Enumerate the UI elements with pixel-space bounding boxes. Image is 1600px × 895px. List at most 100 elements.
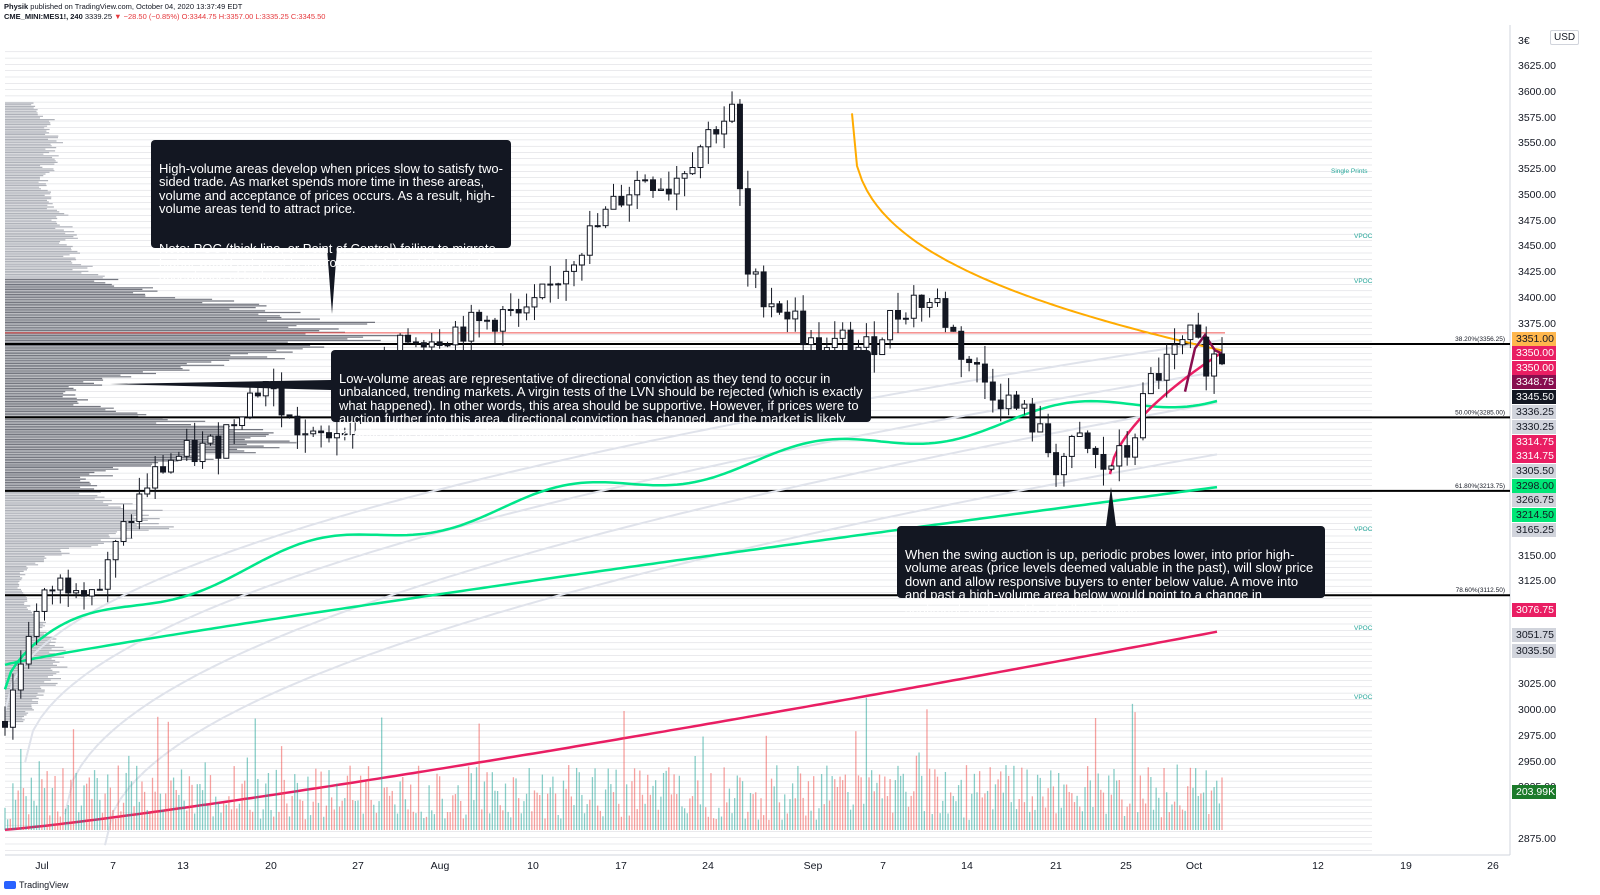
price-label: 3336.25 [1512, 405, 1556, 419]
vpoc-annotation: VPOC [1354, 625, 1373, 632]
candle-body [476, 311, 483, 322]
time-axis-tick: 26 [1487, 860, 1499, 872]
candle-body [981, 363, 988, 383]
price-label: 3165.25 [1512, 523, 1556, 537]
candle [744, 170, 751, 287]
candle-body [657, 188, 664, 191]
candle [1092, 446, 1099, 469]
candle [160, 454, 167, 474]
candle [618, 184, 625, 208]
price-label: 3314.75 [1512, 435, 1556, 449]
candle [1171, 328, 1178, 370]
candle-body [555, 283, 562, 286]
candle [831, 321, 838, 356]
candle-body [420, 342, 427, 348]
candle-body [831, 337, 838, 349]
time-axis-tick: 21 [1050, 860, 1062, 872]
candle-body [302, 433, 309, 436]
vpoc-annotation: Single Prints [1331, 168, 1368, 175]
candle-body [1203, 336, 1210, 377]
candle [1187, 324, 1194, 349]
candle-body [626, 194, 633, 206]
candle [41, 587, 48, 621]
price-label: 3350.00 [1512, 346, 1556, 360]
candle-body [578, 254, 585, 266]
candle-body [926, 302, 933, 308]
candle-body [405, 334, 412, 343]
candle [539, 283, 546, 300]
price-axis-tick: 3150.00 [1518, 549, 1556, 562]
candle-body [160, 466, 167, 473]
candle-body [871, 336, 878, 356]
candle-body [507, 308, 514, 311]
candle [642, 174, 649, 183]
candle [887, 309, 894, 349]
candle-body [239, 416, 246, 427]
candle [784, 300, 791, 333]
candle-body [128, 520, 135, 523]
candle [436, 329, 443, 349]
price-axis-tick: 3550.00 [1518, 137, 1556, 150]
candle-body [207, 435, 214, 444]
vwap-maroon-curve [1183, 332, 1223, 392]
candle-body [1029, 403, 1036, 433]
candle [1219, 337, 1225, 366]
candle [65, 569, 72, 607]
candle-body [689, 167, 696, 175]
candle [1155, 357, 1162, 390]
note-high-volume-p1: High-volume areas develop when prices sl… [159, 160, 503, 216]
candle [958, 326, 965, 378]
candle-body [721, 120, 728, 135]
candle [1124, 431, 1131, 466]
candle-body [57, 577, 64, 591]
candle [412, 337, 419, 348]
time-axis-tick: Aug [430, 860, 450, 872]
price-axis-tick: 3125.00 [1518, 575, 1556, 588]
currency-button[interactable]: USD [1550, 30, 1580, 45]
candle-body [9, 689, 16, 728]
tradingview-logo[interactable]: TradingView [4, 880, 69, 890]
volume-bars [4, 697, 1223, 830]
candle-body [918, 294, 925, 308]
candle [926, 298, 933, 318]
candle-body [112, 540, 119, 561]
candle [25, 621, 32, 669]
candle [950, 324, 957, 332]
candle-body [989, 381, 996, 401]
candle-body [839, 329, 846, 339]
price-axis-tick: 3500.00 [1518, 188, 1556, 201]
candle-body [484, 319, 491, 322]
candle-body [642, 179, 649, 182]
candle [341, 427, 348, 441]
candle [634, 170, 641, 209]
candle [879, 337, 886, 356]
candle [515, 298, 522, 327]
candle-body [17, 663, 24, 691]
candle [705, 121, 712, 164]
candle-body [586, 225, 593, 256]
candle-body [744, 188, 751, 275]
candle [420, 339, 427, 351]
candle-body [136, 493, 143, 522]
candle [1076, 421, 1083, 438]
time-axis-tick: 7 [880, 860, 886, 872]
candle [88, 589, 95, 606]
candle [974, 357, 981, 383]
candle-body [966, 358, 973, 364]
candle-body [1124, 445, 1131, 458]
candle [665, 171, 672, 201]
symbol-label[interactable]: CME_MINI:MES1!, 240 [4, 12, 83, 21]
candle-body [1163, 353, 1170, 381]
candle-body [539, 283, 546, 299]
published-line: published on TradingView.com, October 04… [30, 2, 243, 11]
candle-body [768, 303, 775, 308]
candle [760, 265, 767, 318]
candle [997, 383, 1004, 422]
candle [531, 284, 538, 321]
candle [910, 285, 917, 328]
candle [73, 583, 80, 599]
vpoc-annotation: VPOC [1354, 278, 1373, 285]
candle-body [452, 326, 459, 346]
candle [839, 322, 846, 350]
